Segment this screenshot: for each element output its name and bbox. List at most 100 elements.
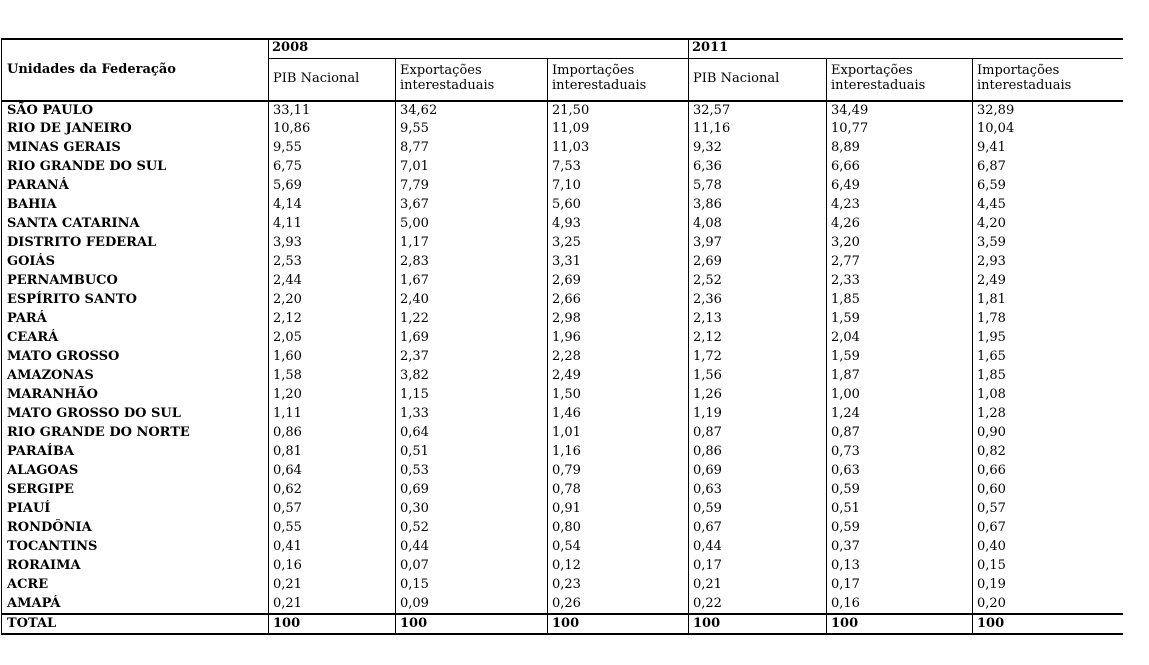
value-cell: 0,57 bbox=[268, 500, 396, 519]
corner-header-cell: Unidades da Federação bbox=[1, 39, 269, 102]
value-cell: 0,86 bbox=[688, 443, 827, 462]
value-cell: 6,87 bbox=[971, 158, 1123, 177]
header-importacoes-2011: Importações interestaduais bbox=[971, 58, 1123, 102]
table-row: AMAZONAS 1,58 3,82 2,49 1,56 1,87 1,85 bbox=[1, 367, 1123, 386]
value-cell: 0,87 bbox=[688, 424, 827, 443]
value-cell: 0,37 bbox=[826, 538, 973, 557]
value-cell: 1,59 bbox=[826, 310, 973, 329]
year-2008-header-cell: 2008 bbox=[268, 39, 689, 59]
value-cell: 0,55 bbox=[268, 519, 396, 538]
value-cell: 0,09 bbox=[395, 595, 548, 614]
table-row: AMAPÁ 0,21 0,09 0,26 0,22 0,16 0,20 bbox=[1, 595, 1123, 614]
value-cell: 0,21 bbox=[688, 576, 827, 595]
value-cell: 11,09 bbox=[547, 120, 689, 139]
value-cell: 2,69 bbox=[547, 272, 689, 291]
value-cell: 0,63 bbox=[688, 481, 827, 500]
state-name-cell: PARÁ bbox=[1, 310, 269, 329]
value-cell: 0,44 bbox=[688, 538, 827, 557]
value-cell: 0,82 bbox=[971, 443, 1123, 462]
value-cell: 7,53 bbox=[547, 158, 689, 177]
value-cell: 2,53 bbox=[268, 253, 396, 272]
value-cell: 7,79 bbox=[395, 177, 548, 196]
value-cell: 1,72 bbox=[688, 348, 827, 367]
value-cell: 0,81 bbox=[268, 443, 396, 462]
value-cell: 0,21 bbox=[268, 576, 396, 595]
value-cell: 8,77 bbox=[395, 139, 548, 158]
table-row: MATO GROSSO 1,60 2,37 2,28 1,72 1,59 1,65 bbox=[1, 348, 1123, 367]
state-name-cell: SÃO PAULO bbox=[1, 101, 269, 120]
value-cell: 1,85 bbox=[971, 367, 1123, 386]
value-cell: 9,32 bbox=[688, 139, 827, 158]
value-cell: 7,10 bbox=[547, 177, 689, 196]
state-name-cell: DISTRITO FEDERAL bbox=[1, 234, 269, 253]
value-cell: 1,85 bbox=[826, 291, 973, 310]
value-cell: 1,24 bbox=[826, 405, 973, 424]
value-cell: 2,04 bbox=[826, 329, 973, 348]
value-cell: 33,11 bbox=[268, 101, 396, 120]
state-name-cell: RONDÔNIA bbox=[1, 519, 269, 538]
value-cell: 32,57 bbox=[688, 101, 827, 120]
value-cell: 11,03 bbox=[547, 139, 689, 158]
total-label-cell: TOTAL bbox=[1, 613, 269, 634]
value-cell: 0,64 bbox=[395, 424, 548, 443]
value-cell: 1,65 bbox=[971, 348, 1123, 367]
value-cell: 2,49 bbox=[547, 367, 689, 386]
value-cell: 3,25 bbox=[547, 234, 689, 253]
value-cell: 0,79 bbox=[547, 462, 689, 481]
value-cell: 1,20 bbox=[268, 386, 396, 405]
total-value-cell: 100 bbox=[971, 613, 1123, 634]
table-row: GOIÁS 2,53 2,83 3,31 2,69 2,77 2,93 bbox=[1, 253, 1123, 272]
year-2011-header-cell: 2011 bbox=[687, 39, 1123, 59]
value-cell: 2,12 bbox=[688, 329, 827, 348]
value-cell: 0,40 bbox=[971, 538, 1123, 557]
table-row: ALAGOAS 0,64 0,53 0,79 0,69 0,63 0,66 bbox=[1, 462, 1123, 481]
value-cell: 1,19 bbox=[688, 405, 827, 424]
total-row: TOTAL 100 100 100 100 100 100 bbox=[1, 613, 1123, 634]
total-value-cell: 100 bbox=[268, 613, 396, 634]
value-cell: 3,86 bbox=[688, 196, 827, 215]
header-exportacoes-2008: Exportações interestaduais bbox=[395, 58, 548, 102]
table-row: RIO DE JANEIRO 10,86 9,55 11,09 11,16 10,77 10… bbox=[1, 120, 1123, 139]
value-cell: 0,60 bbox=[971, 481, 1123, 500]
value-cell: 2,44 bbox=[268, 272, 396, 291]
value-cell: 0,16 bbox=[826, 595, 973, 614]
table-row: MINAS GERAIS 9,55 8,77 11,03 9,32 8,89 9,41 bbox=[1, 139, 1123, 158]
value-cell: 2,33 bbox=[826, 272, 973, 291]
state-name-cell: TOCANTINS bbox=[1, 538, 269, 557]
total-value-cell: 100 bbox=[395, 613, 548, 634]
table-row: BAHIA 4,14 3,67 5,60 3,86 4,23 4,45 bbox=[1, 196, 1123, 215]
value-cell: 4,26 bbox=[826, 215, 973, 234]
value-cell: 9,55 bbox=[268, 139, 396, 158]
value-cell: 2,12 bbox=[268, 310, 396, 329]
value-cell: 1,33 bbox=[395, 405, 548, 424]
value-cell: 1,22 bbox=[395, 310, 548, 329]
value-cell: 6,49 bbox=[826, 177, 973, 196]
value-cell: 9,41 bbox=[971, 139, 1123, 158]
value-cell: 1,17 bbox=[395, 234, 548, 253]
state-name-cell: PARAÍBA bbox=[1, 443, 269, 462]
state-name-cell: PARANÁ bbox=[1, 177, 269, 196]
state-name-cell: ACRE bbox=[1, 576, 269, 595]
value-cell: 5,78 bbox=[688, 177, 827, 196]
table-row: SANTA CATARINA 4,11 5,00 4,93 4,08 4,26 4,20 bbox=[1, 215, 1123, 234]
value-cell: 1,69 bbox=[395, 329, 548, 348]
value-cell: 0,12 bbox=[547, 557, 689, 576]
value-cell: 0,69 bbox=[395, 481, 548, 500]
value-cell: 0,73 bbox=[826, 443, 973, 462]
value-cell: 3,97 bbox=[688, 234, 827, 253]
total-value-cell: 100 bbox=[826, 613, 973, 634]
table-body: SÃO PAULO 33,11 34,62 21,50 32,57 34,49 32,89 R… bbox=[1, 101, 1123, 614]
state-name-cell: CEARÁ bbox=[1, 329, 269, 348]
header-importacoes-2008: Importações interestaduais bbox=[547, 58, 689, 102]
value-cell: 2,20 bbox=[268, 291, 396, 310]
value-cell: 10,77 bbox=[826, 120, 973, 139]
state-name-cell: MINAS GERAIS bbox=[1, 139, 269, 158]
value-cell: 3,93 bbox=[268, 234, 396, 253]
value-cell: 1,67 bbox=[395, 272, 548, 291]
table-footer: TOTAL 100 100 100 100 100 100 bbox=[1, 613, 1123, 634]
state-name-cell: RIO DE JANEIRO bbox=[1, 120, 269, 139]
table-row: DISTRITO FEDERAL 3,93 1,17 3,25 3,97 3,20 3,59 bbox=[1, 234, 1123, 253]
value-cell: 1,59 bbox=[826, 348, 973, 367]
state-name-cell: BAHIA bbox=[1, 196, 269, 215]
